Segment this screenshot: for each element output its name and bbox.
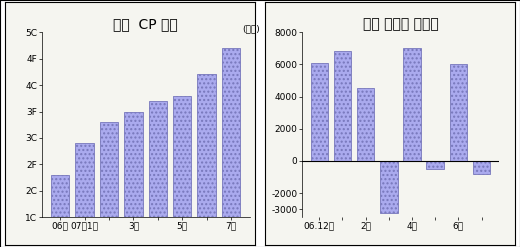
- Text: (조원): (조원): [0, 25, 1, 34]
- Bar: [357, 88, 374, 161]
- Bar: [124, 111, 142, 247]
- Bar: [100, 122, 118, 247]
- Bar: [173, 96, 191, 247]
- Bar: [450, 64, 467, 161]
- Bar: [75, 143, 94, 247]
- Title: 공모 회시채 순발행: 공모 회시채 순발행: [362, 17, 438, 31]
- Bar: [149, 101, 167, 247]
- Bar: [426, 161, 444, 169]
- Bar: [334, 51, 351, 161]
- Bar: [198, 74, 216, 247]
- Bar: [222, 48, 240, 247]
- Title: 유통  CP 잔액: 유통 CP 잔액: [113, 17, 178, 31]
- Bar: [404, 48, 421, 161]
- Text: (억원): (억원): [242, 25, 260, 34]
- Bar: [380, 161, 397, 212]
- Bar: [51, 175, 69, 247]
- Bar: [310, 63, 328, 161]
- Bar: [473, 161, 490, 174]
